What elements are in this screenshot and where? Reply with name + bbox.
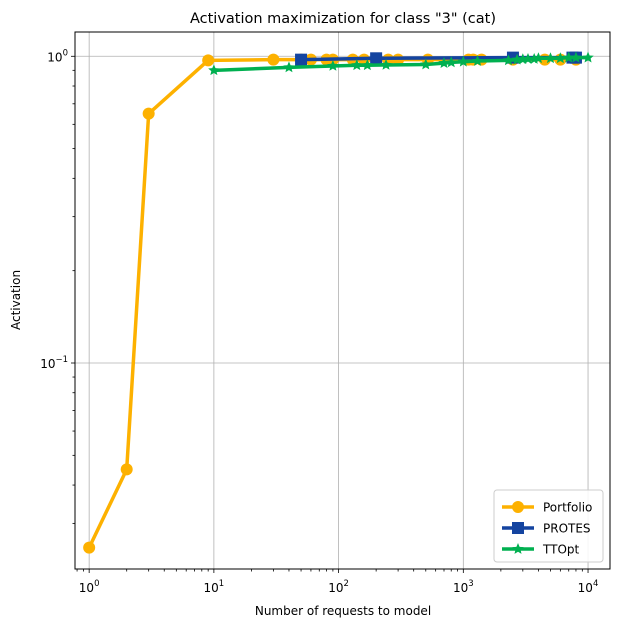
ttopt-point (471, 55, 484, 66)
ttopt-point (208, 64, 220, 76)
plot-frame (74, 31, 611, 570)
ttopt-point (544, 52, 557, 64)
y-tick-label: 10−1 (40, 355, 68, 371)
ttopt-point (380, 58, 392, 70)
x-axis-label: Number of requests to model (255, 604, 431, 618)
x-tick-label: 103 (453, 579, 474, 595)
portfolio-point (202, 54, 215, 67)
legend-ttopt-marker (512, 543, 524, 554)
ttopt-point (361, 59, 374, 71)
ttopt-point (563, 51, 575, 63)
protes-point (295, 53, 308, 66)
ttopt-point (570, 51, 582, 63)
legend-portfolio-label: Portfolio (543, 501, 592, 515)
legend: Portfolio PROTES TTOpt (493, 489, 604, 563)
chart-title: Activation maximization for class "3" (c… (190, 11, 496, 27)
ttopt-point (522, 52, 534, 64)
ttopt-line (212, 55, 590, 73)
ttopt-point (582, 51, 594, 63)
ttopt-point (327, 59, 339, 71)
ttopt-point (457, 55, 470, 67)
x-tick-label: 104 (578, 579, 599, 595)
portfolio-point (120, 463, 133, 476)
ttopt-point (502, 54, 515, 66)
legend-protes-label: PROTES (543, 522, 591, 536)
x-tick-label: 101 (204, 579, 225, 595)
x-tick-label: 102 (328, 579, 349, 595)
series-layer (83, 51, 594, 554)
portfolio-point (142, 107, 155, 120)
y-axis-label: Activation (9, 270, 23, 330)
protes-point (370, 52, 383, 65)
portfolio-point (83, 541, 96, 554)
legend-ttopt-label: TTOpt (542, 543, 580, 557)
ttopt-point (351, 59, 363, 71)
series-ttopt (208, 51, 594, 76)
ttopt-point (420, 58, 432, 70)
legend-portfolio-marker (512, 501, 524, 513)
ttopt-point (532, 52, 545, 64)
ttopt-point (438, 57, 450, 68)
ticks: 100 101 102 103 104 10−1 100 (40, 48, 598, 595)
ttopt-point (554, 52, 567, 64)
x-tick-label: 100 (79, 579, 100, 595)
ttopt-point (445, 56, 457, 68)
y-tick-label: 100 (47, 48, 68, 64)
portfolio-point (267, 53, 280, 66)
ttopt-point (283, 61, 295, 73)
legend-protes-marker (512, 522, 524, 534)
